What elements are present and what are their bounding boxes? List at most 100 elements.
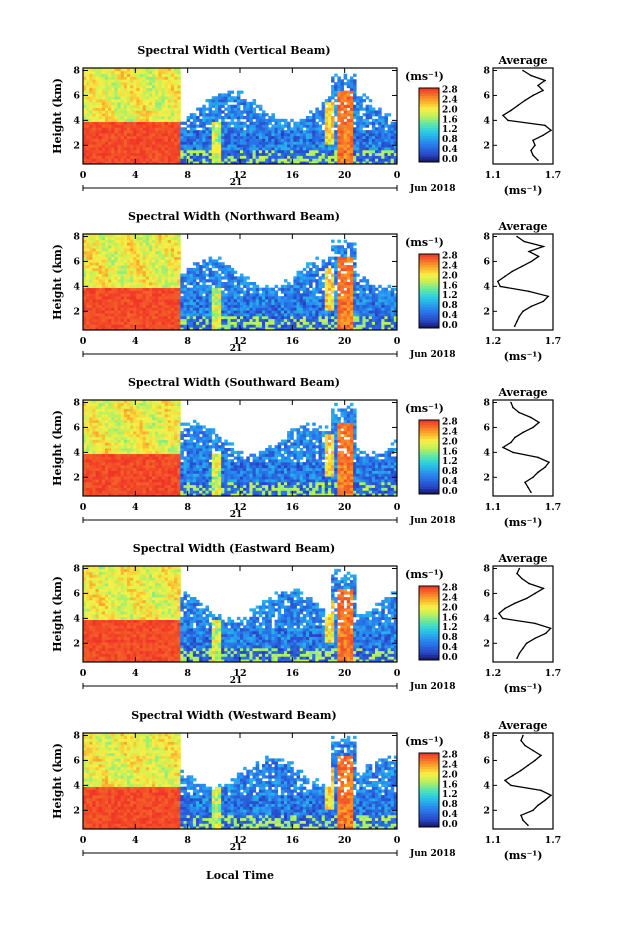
heatmap-cell (92, 87, 96, 91)
heatmap-cell (208, 262, 213, 266)
heatmap-cell (148, 318, 153, 322)
heatmap-cell (130, 93, 134, 97)
heatmap-cell (340, 107, 345, 111)
heatmap-cell (89, 245, 93, 249)
heatmap-cell (343, 282, 348, 286)
heatmap-cell (164, 130, 169, 134)
heatmap-cell (170, 321, 175, 325)
heatmap-cell (199, 313, 203, 317)
heatmap-cell (161, 259, 166, 263)
heatmap-cell (98, 107, 103, 111)
heatmap-cell (315, 270, 319, 274)
heatmap-cell (337, 318, 341, 322)
heatmap-cell (236, 318, 241, 322)
heatmap-cell (104, 287, 109, 291)
heatmap-cell (117, 152, 122, 156)
heatmap-cell (89, 310, 93, 314)
heatmap-cell (111, 284, 115, 289)
colorbar-segment (419, 317, 439, 321)
heatmap-cell (334, 279, 338, 283)
heatmap-cell (126, 152, 131, 156)
heatmap-cell (158, 284, 162, 289)
heatmap-cell (152, 149, 156, 154)
heatmap-cell (155, 298, 159, 303)
heatmap-cell (255, 118, 260, 123)
heatmap-cell (337, 87, 341, 91)
colorbar-segment (419, 156, 439, 160)
heatmap-cell (152, 293, 156, 297)
heatmap-cell (98, 267, 103, 272)
heatmap-cell (346, 93, 351, 97)
heatmap-cell (174, 315, 178, 320)
heatmap-cell (218, 144, 222, 148)
heatmap-cell (117, 290, 122, 294)
heatmap-cell (199, 267, 203, 272)
heatmap-cell (152, 118, 156, 123)
heatmap-cell (214, 158, 219, 162)
heatmap-cell (393, 130, 398, 134)
heatmap-cell (120, 276, 125, 280)
heatmap-cell (123, 276, 128, 280)
heatmap-cell (180, 304, 184, 308)
heatmap-cell (123, 141, 128, 145)
heatmap-cell (315, 315, 319, 320)
heatmap-cell (365, 327, 370, 331)
heatmap-cell (302, 318, 307, 322)
heatmap-cell (324, 276, 329, 280)
heatmap-cell (277, 127, 282, 131)
heatmap-cell (236, 276, 241, 280)
heatmap-cell (334, 144, 338, 148)
heatmap-cell (170, 155, 175, 159)
heatmap-cell (95, 135, 100, 139)
heatmap-cell (104, 87, 109, 91)
heatmap-cell (139, 138, 144, 142)
heatmap-cell (390, 318, 395, 322)
heatmap-cell (240, 318, 244, 322)
heatmap-cell (161, 310, 166, 314)
heatmap-cell (126, 256, 131, 260)
heatmap-cell (123, 290, 128, 294)
heatmap-cell (334, 265, 338, 269)
heatmap-cell (142, 279, 147, 283)
heatmap-cell (353, 313, 357, 317)
heatmap-cell (299, 152, 304, 156)
heatmap-cell (205, 116, 209, 120)
heatmap-cell (170, 101, 175, 106)
heatmap-cell (167, 290, 172, 294)
heatmap-cell (353, 93, 357, 97)
heatmap-cell (133, 107, 137, 111)
heatmap-cell (302, 118, 307, 123)
heatmap-cell (224, 155, 228, 159)
heatmap-cell (337, 310, 341, 314)
heatmap-cell (133, 132, 137, 137)
heatmap-cell (274, 307, 279, 311)
heatmap-cell (189, 273, 194, 277)
heatmap-cell (353, 130, 357, 134)
heatmap-cell (199, 284, 203, 289)
heatmap-cell (368, 321, 373, 325)
heatmap-cell (92, 310, 96, 314)
heatmap-cell (92, 301, 96, 305)
heatmap-cell (126, 276, 131, 280)
heatmap-cell (186, 276, 191, 280)
heatmap-cell (92, 158, 96, 162)
heatmap-cell (89, 104, 93, 108)
heatmap-cell (174, 84, 178, 89)
heatmap-cell (89, 87, 93, 91)
heatmap-cell (145, 256, 150, 260)
heatmap-cell (268, 301, 272, 305)
heatmap-cell (108, 135, 112, 139)
heatmap-cell (142, 276, 147, 280)
heatmap-cell (142, 138, 147, 142)
heatmap-cell (152, 282, 156, 286)
heatmap-cell (246, 158, 250, 162)
x-tick-label: 0 (394, 336, 401, 347)
heatmap-cell (199, 124, 203, 128)
heatmap-cell (205, 127, 209, 131)
heatmap-cell (249, 298, 253, 303)
heatmap-cell (142, 87, 147, 91)
heatmap-cell (258, 313, 263, 317)
heatmap-cell (148, 73, 153, 77)
heatmap-cell (346, 144, 351, 148)
heatmap-cell (340, 116, 345, 120)
